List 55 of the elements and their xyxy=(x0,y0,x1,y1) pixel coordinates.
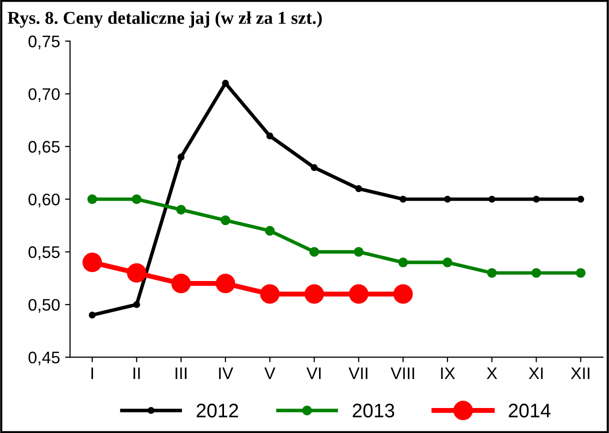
point xyxy=(87,194,98,204)
point xyxy=(398,258,408,268)
y-tick-label: 0,50 xyxy=(28,298,60,313)
point xyxy=(132,194,142,204)
y-tick-label: 0,70 xyxy=(28,88,60,102)
point xyxy=(126,263,146,283)
point xyxy=(354,247,364,257)
point xyxy=(576,268,586,278)
y-tick-label: 0,45 xyxy=(28,352,60,366)
x-tick-label: I xyxy=(91,368,94,380)
legend-label: 2012 xyxy=(196,404,238,418)
legend-label: 2014 xyxy=(508,404,551,418)
point xyxy=(304,284,324,304)
x-tick-label: XI xyxy=(528,368,543,380)
x-tick-label: III xyxy=(176,368,186,380)
point xyxy=(487,268,497,278)
chart-title: Rys. 8. Ceny detaliczne jaj (w zł za 1 szt.) xyxy=(8,11,322,28)
point xyxy=(220,215,230,226)
point xyxy=(355,185,362,192)
point xyxy=(88,312,96,319)
y-tick-label: 0,65 xyxy=(28,140,60,155)
x-tick-label: VI xyxy=(306,368,321,380)
point xyxy=(133,301,140,308)
point xyxy=(531,268,542,278)
point xyxy=(178,154,185,161)
point xyxy=(216,274,236,294)
x-tick-label: IX xyxy=(441,368,456,380)
x-tick-label: V xyxy=(264,368,276,380)
point xyxy=(222,80,229,87)
point xyxy=(171,274,191,294)
y-tick-label: 0,55 xyxy=(28,246,60,260)
y-tick-label: 0,60 xyxy=(28,194,60,208)
point xyxy=(309,247,320,257)
point xyxy=(442,258,452,268)
x-tick-label: VII xyxy=(348,368,368,380)
point xyxy=(444,196,451,203)
point xyxy=(176,204,186,215)
x-tick-label: II xyxy=(134,368,140,380)
x-tick-label: VIII xyxy=(390,368,414,380)
x-tick-label: IV xyxy=(219,368,234,380)
point xyxy=(82,252,102,272)
point xyxy=(310,164,318,172)
x-tick-label: X xyxy=(486,368,498,380)
point xyxy=(260,284,280,304)
point xyxy=(577,196,584,203)
point xyxy=(348,284,368,304)
point xyxy=(532,196,540,203)
point xyxy=(265,226,275,236)
legend-label: 2013 xyxy=(352,404,394,418)
point xyxy=(400,196,407,203)
point xyxy=(393,284,413,304)
point xyxy=(488,196,496,203)
y-tick-label: 0,75 xyxy=(28,36,60,50)
x-tick-label: XII xyxy=(570,368,590,380)
point xyxy=(266,132,274,140)
